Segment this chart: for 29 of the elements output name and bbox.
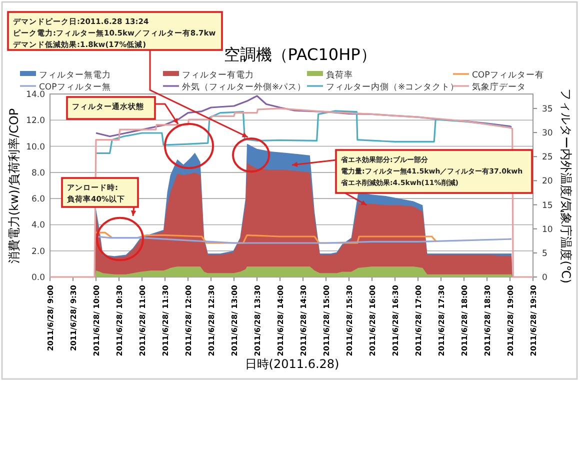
y2-tick-label: 5 bbox=[542, 248, 548, 259]
line-series bbox=[95, 236, 512, 244]
legend-label: フィルター無電力 bbox=[39, 70, 111, 80]
y2-tick-label: 15 bbox=[542, 200, 553, 211]
y2-tick-label: 35 bbox=[542, 104, 553, 114]
x-axis-title: 日時(2011.6.28) bbox=[244, 357, 340, 371]
y-axis-title: 消費電力(kw)/負荷利率/COP bbox=[7, 108, 21, 264]
y2-tick-label: 20 bbox=[542, 176, 553, 187]
legend-label: フィルター有電力 bbox=[182, 70, 254, 80]
legend-label: 負荷率 bbox=[326, 70, 353, 80]
y2-tick-label: 25 bbox=[542, 152, 553, 163]
line-series bbox=[95, 110, 512, 154]
y2-tick-label: 10 bbox=[542, 224, 553, 235]
y-tick-label: 4.0 bbox=[31, 220, 45, 231]
y2-tick-label: 0 bbox=[542, 273, 548, 283]
y2-axis-title: フィルター内外温度/気象庁温度(℃) bbox=[559, 88, 573, 284]
y-tick-label: 0.0 bbox=[31, 273, 45, 283]
y-tick-label: 10.0 bbox=[26, 142, 45, 152]
y-tick-label: 6.0 bbox=[31, 194, 45, 205]
legend-label: フィルター内側（※コンタクト） bbox=[326, 82, 460, 92]
y-tick-label: 12.0 bbox=[26, 116, 45, 126]
y-tick-label: 14.0 bbox=[26, 90, 45, 100]
legend-label: 外気（フィルター外側※パス） bbox=[182, 82, 306, 92]
chart-title: 空調機（PAC10HP） bbox=[224, 45, 376, 64]
y-tick-label: 8.0 bbox=[31, 168, 45, 178]
legend-label: COPフィルター有 bbox=[472, 70, 544, 80]
legend-label: 気象庁データ bbox=[472, 82, 526, 92]
y2-tick-label: 30 bbox=[542, 128, 553, 139]
y-tick-label: 2.0 bbox=[31, 246, 45, 257]
